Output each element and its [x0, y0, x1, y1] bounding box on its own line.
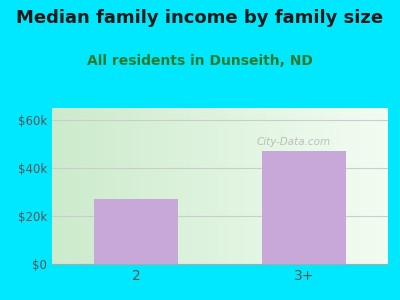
Bar [262, 151, 346, 264]
Bar [94, 199, 178, 264]
Text: All residents in Dunseith, ND: All residents in Dunseith, ND [87, 54, 313, 68]
Text: City-Data.com: City-Data.com [257, 137, 331, 147]
Text: Median family income by family size: Median family income by family size [16, 9, 384, 27]
